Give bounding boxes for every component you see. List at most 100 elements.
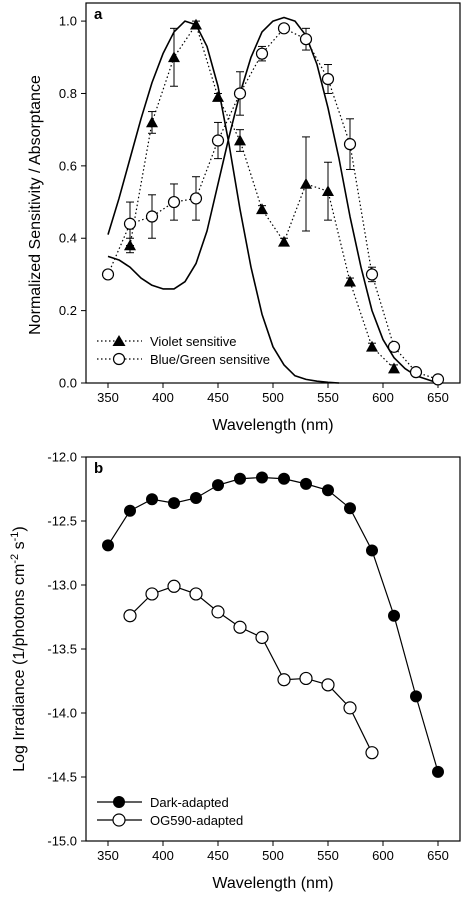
panel-b-legend: Dark-adapted OG590-adapted [97,795,243,828]
series-line-0 [129,23,395,369]
legend-label-og590: OG590-adapted [150,813,243,828]
data-point-triangle [300,177,312,189]
series-line-0 [107,476,439,773]
data-point-filled-circle [388,609,400,622]
data-point-open-circle [299,33,313,46]
data-point-filled-circle [432,765,444,778]
panel-a-x-axis-title: Wavelength (nm) [212,417,333,434]
panel-b-y-axis-title: Log Irradiance (1/photons cm-2 s-1) [9,526,28,771]
data-point-filled-circle [344,502,356,515]
data-point-open-circle [189,587,203,601]
data-point-open-circle [431,373,445,386]
data-point-open-circle [101,268,115,281]
y-tick-label: -13.5 [47,642,77,657]
data-point-open-circle [277,22,291,35]
panel-b-frame [85,456,461,842]
data-point-open-circle [145,587,159,601]
data-point-filled-circle [190,491,202,504]
data-point-filled-circle [168,497,180,510]
legend-open-circle-icon-b [112,813,126,827]
panel-a-fitted-curves [107,16,439,384]
panel-b-x-axis-title: Wavelength (nm) [212,875,333,892]
data-point-filled-circle [300,477,312,490]
panel-a-frame [85,2,461,384]
x-tick-label: 400 [152,390,174,405]
data-point-triangle [190,18,202,30]
data-point-triangle [278,235,290,247]
y-tick-label: 0.2 [59,303,77,318]
panel-a: a 350 400 450 500 550 600 650 0.0 0.2 0.4 0.6 0.8 1.… [27,2,461,434]
data-point-triangle [168,51,180,63]
legend-label-bluegreen: Blue/Green sensitive [150,352,270,367]
x-tick-label: 650 [427,848,449,863]
x-tick-label: 500 [262,848,284,863]
data-point-triangle [146,116,158,128]
data-point-open-circle [189,192,203,205]
x-tick-label: 350 [97,390,119,405]
data-point-open-circle [123,609,137,623]
panel-a-series [101,18,445,386]
data-point-open-circle [211,134,225,147]
x-tick-label: 450 [207,390,229,405]
data-point-open-circle [321,72,335,86]
series-line-1 [129,585,373,753]
data-point-open-circle [343,138,357,151]
panel-a-ticks: 350 400 450 500 550 600 650 0.0 0.2 0.4 0.6 0.8 1.0 [59,14,449,405]
legend-open-circle-icon [112,352,126,366]
panel-b-series [102,471,444,778]
y-tick-label: 1.0 [59,14,77,29]
data-point-open-circle [277,673,291,687]
data-point-filled-circle [102,539,114,552]
panel-a-y-axis-title: Normalized Sensitivity / Absorptance [27,75,44,335]
x-tick-label: 400 [152,848,174,863]
legend-filled-circle-icon [113,796,125,808]
data-point-triangle [388,362,400,374]
data-point-filled-circle [322,484,334,497]
data-point-open-circle [167,195,181,209]
y-tick-label: -12.0 [47,450,77,465]
data-point-open-circle [233,87,247,100]
x-tick-label: 600 [372,848,394,863]
data-point-open-circle [255,630,269,645]
data-point-triangle [212,91,224,102]
y-tick-label: 0.8 [59,86,77,101]
x-tick-label: 450 [207,848,229,863]
data-point-open-circle [343,701,357,715]
x-tick-label: 350 [97,848,119,863]
legend-label-violet: Violet sensitive [150,334,236,349]
y-tick-label: -14.0 [47,706,77,721]
data-point-filled-circle [366,544,378,557]
legend-triangle-icon [112,335,126,346]
data-point-open-circle [123,217,137,230]
y-tick-label: -13.0 [47,578,77,593]
data-point-open-circle [321,678,335,692]
data-point-open-circle [211,605,225,619]
x-tick-label: 650 [427,390,449,405]
data-point-open-circle [365,268,379,281]
data-point-open-circle [255,47,269,60]
data-point-open-circle [233,620,247,634]
x-tick-label: 550 [317,848,339,863]
x-tick-label: 600 [372,390,394,405]
series-line-1 [107,27,439,380]
data-point-filled-circle [124,504,136,517]
panel-a-label: a [94,6,103,23]
data-point-open-circle [365,746,379,760]
data-point-triangle [256,203,268,215]
data-point-filled-circle [256,471,268,484]
data-point-open-circle [409,366,423,379]
data-point-open-circle [387,340,401,353]
y-tick-label: -15.0 [47,834,77,849]
y-tick-label: 0.6 [59,158,77,173]
fitted-curve-3 [107,16,439,384]
y-tick-label: 0.4 [59,231,77,246]
data-point-triangle [366,340,378,352]
data-point-triangle [234,134,246,146]
data-point-open-circle [299,671,313,686]
panel-b-label: b [94,460,103,477]
data-point-triangle [344,275,356,287]
y-tick-label: -12.5 [47,514,77,529]
data-point-filled-circle [410,690,422,703]
data-point-triangle [322,185,334,196]
